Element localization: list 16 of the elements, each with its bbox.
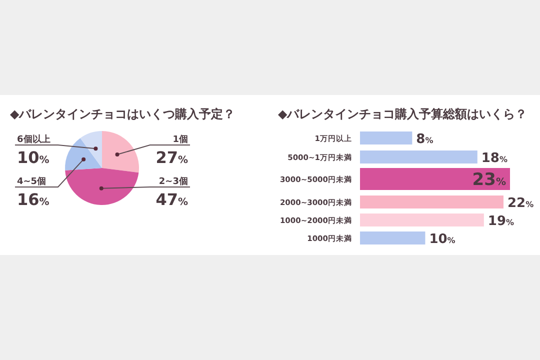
data-label: 19% [488, 214, 514, 229]
data-label: 23% [472, 170, 506, 190]
slice-label: 2~3個 [158, 176, 188, 187]
data-label: 10% [17, 148, 50, 167]
data-label: 27% [156, 148, 188, 167]
data-label: 10% [429, 232, 456, 247]
data-label: 22% [507, 196, 534, 211]
slice-label: 4~5個 [17, 176, 46, 187]
data-label: 16% [17, 190, 50, 209]
data-label: 18% [481, 151, 508, 166]
slice-label: 6個以上 [17, 134, 50, 145]
data-label: 47% [156, 190, 188, 209]
slice-label: 1個 [172, 134, 188, 145]
chart-title: ◆バレンタインチョコ購入予算総額はいくら？ [278, 107, 528, 121]
chart-title: ◆バレンタインチョコはいくつ購入予定？ [10, 107, 236, 121]
data-label: 8% [416, 132, 434, 147]
